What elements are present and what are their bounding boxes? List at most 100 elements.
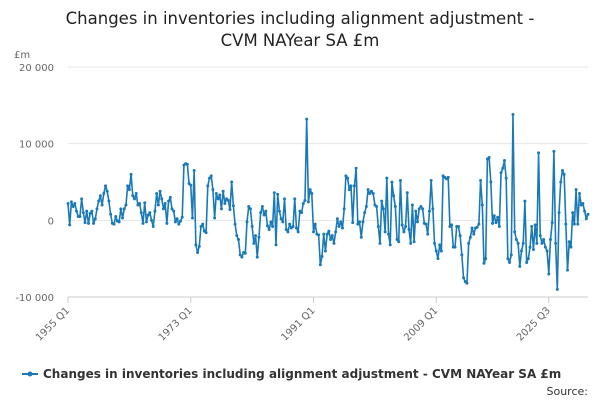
data-point[interactable] bbox=[383, 230, 387, 234]
data-point[interactable] bbox=[81, 211, 85, 215]
data-point[interactable] bbox=[584, 217, 588, 221]
data-point[interactable] bbox=[107, 199, 111, 203]
data-point[interactable] bbox=[526, 257, 530, 261]
data-point[interactable] bbox=[296, 230, 300, 234]
data-point[interactable] bbox=[416, 220, 420, 224]
data-point[interactable] bbox=[264, 209, 268, 213]
data-point[interactable] bbox=[513, 230, 517, 234]
data-point[interactable] bbox=[491, 221, 495, 225]
data-point[interactable] bbox=[75, 209, 79, 213]
data-point[interactable] bbox=[185, 162, 189, 166]
data-point[interactable] bbox=[146, 213, 150, 217]
data-point[interactable] bbox=[80, 197, 84, 201]
data-point[interactable] bbox=[208, 176, 212, 180]
data-point[interactable] bbox=[494, 221, 498, 225]
data-point[interactable] bbox=[312, 230, 316, 234]
data-point[interactable] bbox=[417, 207, 421, 211]
legend[interactable]: Changes in inventories including alignme… bbox=[22, 367, 561, 381]
data-point[interactable] bbox=[255, 255, 259, 259]
data-point[interactable] bbox=[141, 221, 145, 225]
data-point[interactable] bbox=[364, 205, 368, 209]
data-point[interactable] bbox=[151, 224, 155, 228]
data-point[interactable] bbox=[104, 184, 108, 188]
data-point[interactable] bbox=[105, 189, 109, 193]
data-point[interactable] bbox=[489, 180, 493, 184]
data-point[interactable] bbox=[230, 180, 234, 184]
data-point[interactable] bbox=[98, 194, 102, 198]
data-point[interactable] bbox=[398, 178, 402, 182]
data-point[interactable] bbox=[410, 203, 414, 207]
data-point[interactable] bbox=[190, 216, 194, 220]
data-point[interactable] bbox=[421, 207, 425, 211]
data-point[interactable] bbox=[366, 188, 370, 192]
data-point[interactable] bbox=[354, 166, 358, 170]
data-point[interactable] bbox=[155, 192, 159, 195]
data-point[interactable] bbox=[144, 220, 148, 224]
data-point[interactable] bbox=[243, 251, 247, 255]
data-point[interactable] bbox=[458, 234, 462, 238]
data-point[interactable] bbox=[117, 220, 121, 224]
data-point[interactable] bbox=[102, 192, 106, 195]
data-point[interactable] bbox=[219, 207, 223, 211]
data-point[interactable] bbox=[550, 221, 554, 225]
data-point[interactable] bbox=[433, 241, 437, 245]
data-point[interactable] bbox=[358, 220, 362, 224]
data-point[interactable] bbox=[342, 207, 346, 211]
data-point[interactable] bbox=[502, 159, 506, 163]
data-point[interactable] bbox=[250, 224, 254, 228]
data-point[interactable] bbox=[156, 203, 160, 207]
data-point[interactable] bbox=[380, 199, 384, 203]
data-point[interactable] bbox=[533, 223, 537, 227]
data-point[interactable] bbox=[393, 205, 397, 209]
data-point[interactable] bbox=[514, 238, 518, 241]
data-point[interactable] bbox=[175, 217, 179, 221]
data-point[interactable] bbox=[260, 205, 264, 209]
data-point[interactable] bbox=[496, 215, 500, 219]
data-point[interactable] bbox=[468, 235, 472, 239]
data-point[interactable] bbox=[305, 117, 309, 121]
data-point[interactable] bbox=[339, 220, 343, 224]
data-point[interactable] bbox=[277, 209, 281, 213]
data-point[interactable] bbox=[492, 214, 496, 218]
data-point[interactable] bbox=[531, 247, 535, 251]
data-point[interactable] bbox=[95, 207, 99, 211]
data-point[interactable] bbox=[150, 218, 154, 222]
data-point[interactable] bbox=[349, 184, 353, 188]
data-point[interactable] bbox=[143, 201, 147, 205]
data-point[interactable] bbox=[308, 188, 312, 192]
data-point[interactable] bbox=[221, 189, 225, 193]
data-point[interactable] bbox=[397, 240, 401, 244]
data-point[interactable] bbox=[576, 222, 580, 226]
data-point[interactable] bbox=[508, 261, 512, 264]
data-point[interactable] bbox=[78, 215, 82, 218]
data-point[interactable] bbox=[327, 229, 331, 233]
data-point[interactable] bbox=[83, 221, 87, 225]
data-point[interactable] bbox=[405, 191, 409, 195]
data-point[interactable] bbox=[267, 228, 271, 232]
data-point[interactable] bbox=[138, 201, 142, 205]
data-point[interactable] bbox=[180, 215, 184, 219]
data-point[interactable] bbox=[121, 216, 125, 220]
data-point[interactable] bbox=[85, 209, 89, 213]
data-point[interactable] bbox=[226, 198, 230, 202]
data-point[interactable] bbox=[235, 234, 239, 238]
data-point[interactable] bbox=[359, 235, 363, 239]
data-point[interactable] bbox=[446, 175, 450, 179]
data-point[interactable] bbox=[569, 245, 573, 249]
data-point[interactable] bbox=[518, 264, 522, 268]
data-point[interactable] bbox=[557, 211, 561, 215]
data-point[interactable] bbox=[112, 222, 116, 226]
data-point[interactable] bbox=[361, 220, 365, 224]
data-point[interactable] bbox=[284, 228, 288, 232]
data-point[interactable] bbox=[390, 180, 394, 184]
data-point[interactable] bbox=[223, 201, 227, 205]
data-point[interactable] bbox=[213, 216, 217, 220]
data-point[interactable] bbox=[317, 233, 321, 237]
data-point[interactable] bbox=[228, 208, 232, 212]
data-point[interactable] bbox=[352, 184, 356, 188]
data-point[interactable] bbox=[201, 222, 205, 226]
data-point[interactable] bbox=[467, 241, 471, 245]
data-point[interactable] bbox=[252, 241, 256, 245]
data-point[interactable] bbox=[173, 220, 177, 224]
data-point[interactable] bbox=[586, 212, 590, 216]
